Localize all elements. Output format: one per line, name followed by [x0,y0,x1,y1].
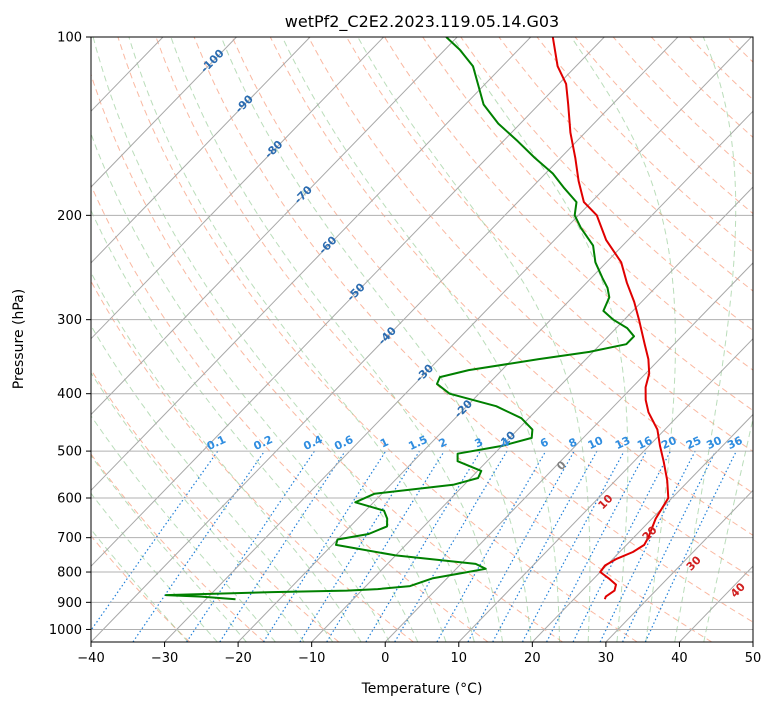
dewpoint-line [164,37,635,601]
x-tick-label: 20 [524,651,541,666]
x-tick-label: 40 [671,651,688,666]
mixing-ratio-line [572,450,672,642]
x-tick-label: −20 [224,651,251,666]
isotherm-line [91,37,311,264]
plot-frame [90,36,754,643]
y-tick-label: 500 [57,445,82,460]
isotherm-line [237,110,753,642]
mixing-ratio-line [262,450,387,642]
plot-area: -100-90-80-70-60-50-40-30-20-10 01020304… [91,37,753,642]
temperature-line [551,37,670,600]
moist-adiabat [92,37,447,642]
isotherm-line [91,37,458,416]
isotherm-line [458,337,753,642]
moist-adiabat [91,209,390,642]
y-tick-label: 300 [57,313,82,328]
isotherm-line [91,37,679,642]
mixing-ratio-line [91,450,219,632]
moist-adiabat [703,416,753,642]
moist-adiabat [570,37,676,642]
y-tick-label: 400 [57,387,82,402]
dry-adiabat [91,369,340,642]
isotherm-line [311,186,753,642]
isotherm-line [605,489,753,642]
dry-adiabat [91,184,489,642]
dry-adiabat [231,37,753,579]
moist-adiabat [91,414,276,642]
x-tick-label: −40 [77,651,104,666]
y-tick-label: 1000 [49,623,82,638]
mixing-ratio-line [521,450,625,642]
mixing-ratio-line [326,450,445,642]
mixing-ratio-label: 16 [635,434,655,452]
isotherms [91,37,753,642]
moist-adiabat [281,37,561,642]
isotherm-line [91,37,384,340]
dry-adiabat [193,37,753,623]
x-axis: −40 −30 −20 −10 0 10 20 30 40 50 [77,642,761,666]
isotherm-line [531,413,753,642]
mixing-ratio-line [467,450,575,642]
mixing-ratio-label: 25 [684,434,703,452]
moist-adiabat [91,454,247,642]
y-tick-label: 100 [57,31,82,46]
x-tick-label: −10 [298,651,325,666]
isotherm-line [164,37,752,642]
moist-adiabat [452,37,629,642]
y-tick-label: 600 [57,492,82,507]
y-axis: 100 200 300 400 500 600 700 800 900 1000 [49,31,91,638]
moist-adiabats [91,37,753,642]
moist-adiabat [91,132,419,642]
mixing-ratio-label: 30 [704,434,724,452]
dry-adiabat [91,72,563,642]
x-tick-label: 50 [745,651,762,666]
mixing-ratio-label: 20 [659,434,679,452]
dry-adiabat [91,453,265,642]
x-tick-label: 10 [451,651,468,666]
mixing-ratio-line [186,450,315,642]
y-tick-label: 800 [57,566,82,581]
mixing-ratio-line [219,450,346,642]
y-tick-label: 900 [57,596,82,611]
y-tick-label: 700 [57,531,82,546]
mixing-ratio-line [599,450,696,642]
isotherm-line [91,37,532,492]
dry-adiabat [307,37,753,494]
x-axis-title: Temperature (°C) [361,681,483,697]
isotherm-line [384,262,753,642]
y-axis-title: Pressure (hPa) [11,289,27,389]
x-tick-label: 0 [381,651,389,666]
moist-adiabat [170,37,504,642]
x-tick-label: 30 [598,651,615,666]
y-tick-label: 200 [57,209,82,224]
moist-adiabat [674,37,737,642]
moist-adiabat [91,324,334,642]
dry-adiabat [117,37,638,642]
moist-adiabat [357,37,591,642]
mixing-ratio-label: 13 [613,434,632,452]
dry-adiabat [346,37,753,453]
isobars [91,37,753,630]
isotherm-line [91,37,237,188]
moist-adiabat [128,37,475,642]
chart-title: wetPf2_C2E2.2023.119.05.14.G03 [285,12,559,32]
moist-adiabat [91,372,305,642]
mixing-ratio-line [132,450,266,642]
mixing-ratio-label: 10 [586,434,606,452]
profile-lines [164,37,670,601]
mixing-ratio-label: 36 [725,434,745,452]
x-tick-label: −30 [151,651,178,666]
isotherm-line [91,37,605,567]
